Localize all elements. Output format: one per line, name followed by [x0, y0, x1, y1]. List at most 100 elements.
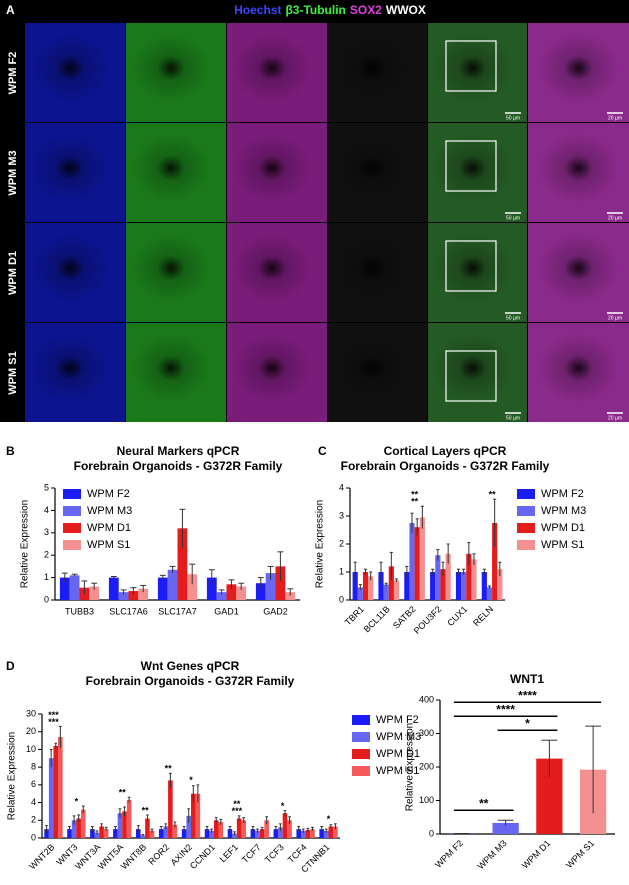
legend-swatch — [517, 540, 535, 550]
legend-label: WPM D1 — [87, 522, 131, 534]
micrograph-lumen — [232, 133, 312, 203]
legend-label: WPM M3 — [87, 505, 132, 517]
x-tick-label: TCF3 — [263, 842, 286, 865]
legend-swatch — [63, 489, 81, 499]
bar — [237, 819, 242, 838]
bar — [49, 758, 54, 838]
y-tick-label: 6 — [31, 779, 36, 789]
chart-subtitle: Forebrain Organoids - G372R Family — [74, 459, 283, 473]
micrograph-lumen — [433, 133, 513, 203]
y-tick-label: 0 — [31, 832, 36, 842]
micrograph-lumen — [131, 133, 211, 203]
significance: ** — [142, 805, 150, 815]
significance: * — [75, 796, 79, 806]
significance: * — [281, 801, 285, 811]
micrograph-lumen — [433, 333, 513, 403]
x-tick-label: TCF7 — [240, 842, 263, 865]
legend-swatch — [63, 540, 81, 550]
legend-swatch — [517, 506, 535, 516]
y-tick-label: 2 — [31, 815, 36, 825]
significance: * — [189, 775, 193, 785]
legend-label: WPM M3 — [541, 505, 586, 517]
scale-bar-label: 20 µm — [608, 215, 622, 221]
micrograph-lumen — [30, 333, 110, 403]
chart-title: WNT1 — [510, 672, 544, 686]
chart-title: Cortical Layers qPCR — [384, 444, 507, 458]
x-tick-label: WPM M3 — [475, 838, 508, 871]
y-tick-label: 30 — [26, 708, 36, 718]
x-tick-label: WPM S1 — [564, 838, 596, 870]
x-tick-label: LEF1 — [218, 842, 240, 864]
bar — [394, 580, 399, 600]
legend-label: WPM F2 — [87, 488, 130, 500]
y-tick-label: 1 — [44, 572, 49, 582]
scale-bar-label: 20 µm — [608, 115, 622, 121]
x-tick-label: POU3F2 — [412, 604, 444, 636]
y-axis-label: Relative Expression — [7, 732, 18, 820]
panel-letter: B — [6, 444, 15, 458]
significance: ** — [489, 490, 497, 500]
x-tick-label: WPM D1 — [520, 838, 553, 871]
legend-swatch — [352, 766, 370, 776]
bar — [53, 746, 58, 838]
significance: ** — [233, 799, 241, 809]
bar — [283, 813, 288, 838]
x-tick-label: WNT2B — [27, 842, 56, 871]
legend-swatch — [352, 749, 370, 759]
legend-label: WPM D1 — [541, 522, 585, 534]
y-axis-label: Relative Expression — [315, 500, 326, 588]
micrograph-lumen — [333, 33, 413, 103]
panel-letter: D — [6, 659, 15, 673]
channel-name: WWOX — [386, 3, 426, 17]
micrograph-lumen — [333, 133, 413, 203]
micrograph-lumen — [232, 233, 312, 303]
bar — [70, 575, 80, 600]
y-tick-label: 5 — [44, 482, 49, 492]
bar — [409, 523, 414, 600]
chart-subtitle: Forebrain Organoids - G372R Family — [341, 459, 550, 473]
significance: ** — [165, 764, 173, 774]
significance: **** — [518, 688, 537, 702]
chart-title: Neural Markers qPCR — [117, 444, 240, 458]
scale-bar-label: 50 µm — [506, 115, 520, 121]
significance: ** — [479, 796, 489, 810]
bar — [168, 570, 178, 600]
row-label: WPM D1 — [7, 251, 19, 295]
bar — [58, 737, 63, 838]
micrograph-lumen — [433, 33, 513, 103]
micrograph-lumen — [539, 233, 619, 303]
bar — [482, 572, 487, 600]
bar — [430, 572, 435, 600]
legend-swatch — [517, 523, 535, 533]
y-tick-label: 4 — [31, 797, 36, 807]
legend-swatch — [63, 523, 81, 533]
channel-name: SOX2 — [350, 3, 382, 17]
legend-swatch — [517, 489, 535, 499]
bar — [471, 559, 476, 600]
y-tick-label: 100 — [419, 795, 434, 805]
bar — [435, 555, 440, 600]
y-tick-label: 0 — [339, 594, 344, 604]
micrograph-lumen — [30, 133, 110, 203]
micrograph-lumen — [433, 233, 513, 303]
micrograph-lumen — [30, 33, 110, 103]
scale-bar-label: 50 µm — [506, 215, 520, 221]
legend-swatch — [352, 732, 370, 742]
scale-bar-label: 50 µm — [506, 415, 520, 421]
significance: ** — [119, 788, 127, 798]
y-tick-label: 400 — [419, 694, 434, 704]
scale-bar-label: 20 µm — [608, 315, 622, 321]
micrograph-lumen — [539, 33, 619, 103]
row-label: WPM M3 — [7, 150, 19, 195]
y-tick-label: 20 — [26, 726, 36, 736]
y-tick-label: 300 — [419, 728, 434, 738]
x-tick-label: ROR2 — [146, 842, 171, 867]
x-tick-label: TBR1 — [343, 604, 366, 627]
significance: ** — [411, 490, 419, 500]
legend-label: WPM F2 — [541, 488, 584, 500]
bar — [127, 800, 132, 838]
panel-letter: C — [318, 444, 327, 458]
micrograph-lumen — [539, 133, 619, 203]
